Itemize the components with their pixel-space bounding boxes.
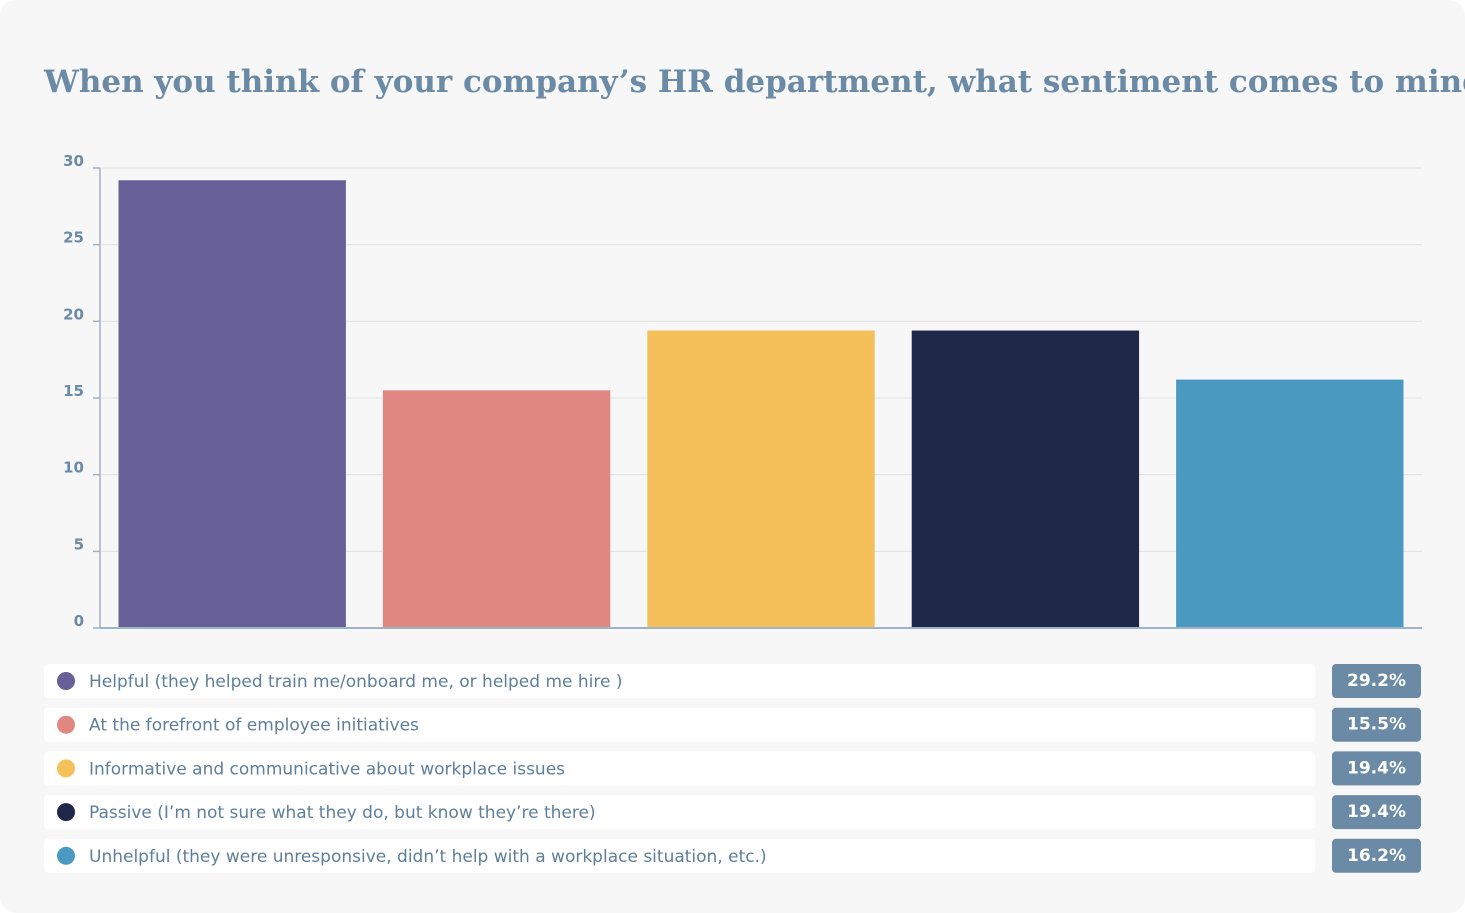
value-badge (1332, 751, 1421, 786)
bar (911, 330, 1140, 628)
legend-swatch (57, 759, 75, 778)
legend-label: Unhelpful (they were unresponsive, didn’… (89, 847, 767, 867)
legend-swatch (57, 715, 75, 734)
value-badge (1332, 795, 1421, 830)
value-label: 19.4% (1347, 802, 1406, 822)
legend-label: At the forefront of employee initiatives (89, 716, 419, 736)
y-tick-label: 5 (74, 535, 84, 553)
legend-row (44, 795, 1315, 830)
legend-label: Passive (I’m not sure what they do, but … (89, 803, 596, 823)
legend-label: Helpful (they helped train me/onboard me… (89, 672, 622, 692)
y-tick-label: 15 (63, 382, 84, 400)
legend-row (44, 664, 1315, 698)
legend-row (44, 707, 1315, 742)
legend-label: Informative and communicative about work… (89, 759, 565, 779)
legend-swatch (57, 803, 75, 822)
value-label: 16.2% (1347, 846, 1406, 866)
legend-swatch (57, 846, 75, 865)
value-badge (1332, 707, 1421, 742)
legend-swatch (57, 672, 75, 690)
bar (382, 390, 611, 628)
legend-row (44, 751, 1315, 786)
bar (118, 180, 346, 628)
y-tick-label: 0 (74, 612, 84, 630)
value-label: 29.2% (1347, 671, 1406, 691)
y-tick-label: 25 (63, 229, 84, 247)
y-tick-label: 20 (63, 305, 84, 323)
bar (647, 330, 875, 628)
value-badge (1332, 838, 1421, 873)
y-tick-label: 30 (63, 152, 84, 170)
legend-row (44, 838, 1315, 873)
y-tick-label: 10 (63, 459, 84, 477)
chart-title: When you think of your company’s HR depa… (43, 64, 1465, 100)
bar (1176, 379, 1404, 628)
value-label: 19.4% (1347, 758, 1406, 778)
value-badge (1332, 664, 1421, 698)
value-label: 15.5% (1347, 715, 1406, 735)
